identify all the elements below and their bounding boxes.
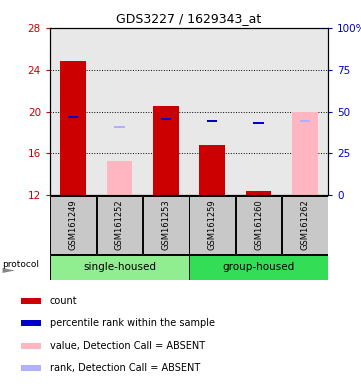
Text: GSM161259: GSM161259 <box>208 200 217 250</box>
Bar <box>21 298 41 304</box>
Text: GSM161260: GSM161260 <box>254 200 263 250</box>
Bar <box>21 365 41 371</box>
Text: value, Detection Call = ABSENT: value, Detection Call = ABSENT <box>50 341 205 351</box>
Bar <box>199 145 225 195</box>
Bar <box>189 255 328 280</box>
Bar <box>282 195 328 255</box>
Bar <box>246 191 271 195</box>
Bar <box>161 118 171 120</box>
Bar <box>189 195 235 255</box>
Bar <box>207 120 217 122</box>
Text: protocol: protocol <box>3 260 39 269</box>
Bar <box>253 122 264 124</box>
Text: GSM161262: GSM161262 <box>300 200 309 250</box>
Bar <box>236 195 282 255</box>
Polygon shape <box>3 268 15 273</box>
Bar <box>60 61 86 195</box>
Title: GDS3227 / 1629343_at: GDS3227 / 1629343_at <box>116 12 262 25</box>
Text: GSM161249: GSM161249 <box>69 200 78 250</box>
Text: group-housed: group-housed <box>222 263 295 273</box>
Bar <box>50 255 189 280</box>
Bar <box>143 195 189 255</box>
Bar <box>21 343 41 349</box>
Text: rank, Detection Call = ABSENT: rank, Detection Call = ABSENT <box>50 363 200 373</box>
Bar <box>300 120 310 122</box>
Bar <box>68 116 78 118</box>
Text: count: count <box>50 296 77 306</box>
Text: single-housed: single-housed <box>83 263 156 273</box>
Bar <box>153 106 179 195</box>
Bar <box>96 195 143 255</box>
Text: GSM161252: GSM161252 <box>115 200 124 250</box>
Text: percentile rank within the sample: percentile rank within the sample <box>50 318 215 328</box>
Bar <box>292 111 318 195</box>
Text: GSM161253: GSM161253 <box>161 200 170 250</box>
Bar <box>107 161 132 195</box>
Bar <box>50 195 96 255</box>
Bar <box>21 320 41 326</box>
Bar <box>114 126 125 128</box>
